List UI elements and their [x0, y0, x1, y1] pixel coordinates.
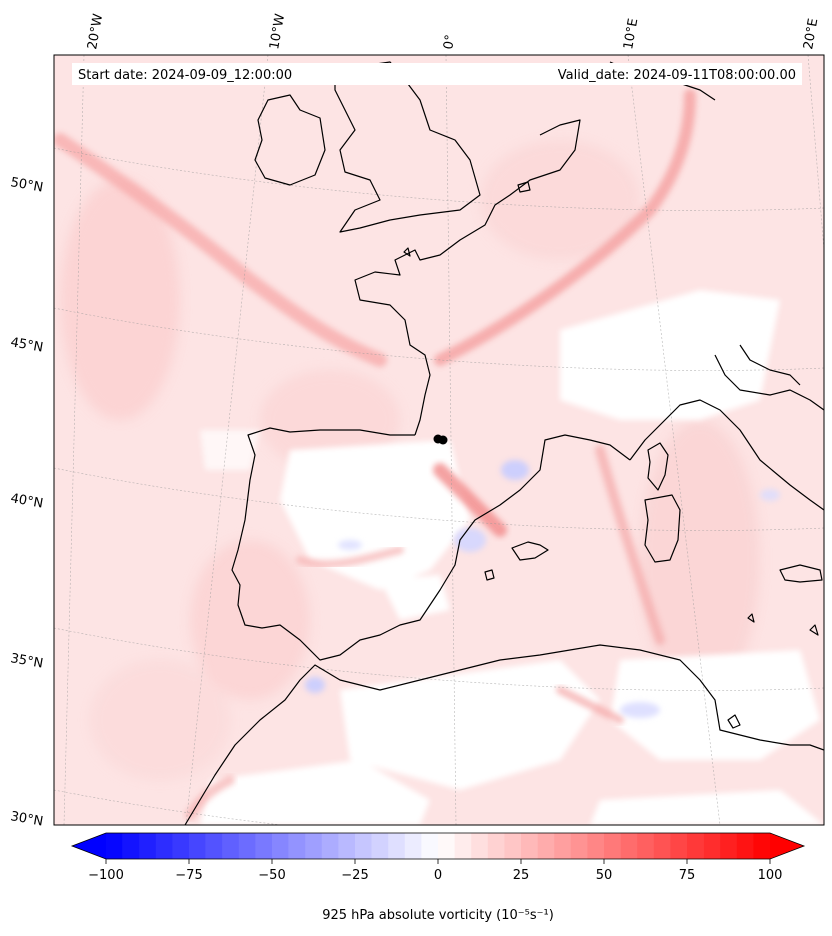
colorbar-ticks: −100 −75 −50 −25 0 25 50 75 100: [88, 859, 782, 883]
lat-label-30n: 30°N: [9, 809, 44, 829]
colorbar-cell: [404, 833, 422, 859]
coastlines: [184, 61, 824, 825]
colorbar-cell: [155, 833, 173, 859]
colorbar-cell: [321, 833, 339, 859]
vorticity-bands: [54, 89, 696, 820]
colorbar-cell: [504, 833, 522, 859]
lat-label-40n: 40°N: [9, 491, 44, 511]
longitude-labels: 20°W 10°W 0° 10°E 20°E: [85, 13, 821, 51]
colorbar-cell: [637, 833, 655, 859]
colorbar-cell: [653, 833, 671, 859]
start-date-label: Start date: 2024-09-09_12:00:00: [78, 68, 292, 83]
colorbar-cell: [305, 833, 323, 859]
colorbar: −100 −75 −50 −25 0 25 50 75 100 925 hPa absolute…: [70, 832, 806, 923]
colorbar-cell: [388, 833, 406, 859]
colorbar-cell: [172, 833, 190, 859]
latitude-labels: 50°N 45°N 40°N 35°N 30°N: [9, 175, 44, 829]
colorbar-cell: [471, 833, 489, 859]
lon-label-10e: 10°E: [621, 17, 641, 50]
lon-label-10w: 10°W: [267, 13, 288, 51]
colorbar-cell: [620, 833, 638, 859]
map-panel: Start date: 2024-09-09_12:00:00 Valid_da…: [54, 55, 824, 825]
colorbar-cell: [338, 833, 356, 859]
valid-date-label: Valid_date: 2024-09-11T08:00:00.00: [558, 68, 796, 83]
colorbar-cell: [604, 833, 621, 859]
header-band: [72, 63, 802, 85]
colorbar-tick-label: 75: [679, 868, 696, 883]
graticule: [54, 55, 824, 825]
colorbar-cell: [238, 833, 256, 859]
vorticity-field-variations: [60, 140, 760, 780]
colorbar-cell: [537, 833, 555, 859]
colorbar-cell: [355, 833, 372, 859]
location-markers: [433, 434, 448, 445]
colorbar-extend-low: [72, 833, 106, 859]
colorbar-cell: [753, 833, 771, 859]
map-frame: [53, 54, 825, 826]
colorbar-cell: [106, 833, 123, 859]
colorbar-cell: [189, 833, 206, 859]
lon-label-20e: 20°E: [801, 17, 821, 50]
lat-label-45n: 45°N: [9, 335, 44, 355]
colorbar-cells: [106, 833, 771, 859]
colorbar-tick-label: 25: [513, 868, 530, 883]
colorbar-cell: [554, 833, 572, 859]
colorbar-cell: [587, 833, 605, 859]
colorbar-tick-label: −25: [341, 868, 368, 883]
colorbar-label: 925 hPa absolute vorticity (10⁻⁵s⁻¹): [322, 908, 554, 923]
colorbar-cell: [487, 833, 505, 859]
colorbar-cell: [255, 833, 273, 859]
colorbar-cell: [222, 833, 240, 859]
colorbar-cell: [570, 833, 588, 859]
colorbar-cell: [454, 833, 472, 859]
low-vorticity-regions: [200, 290, 824, 825]
colorbar-cell: [670, 833, 688, 859]
colorbar-cell: [205, 833, 223, 859]
colorbar-cell: [139, 833, 157, 859]
colorbar-cell: [703, 833, 721, 859]
colorbar-tick-label: 0: [434, 868, 442, 883]
colorbar-cell: [272, 833, 289, 859]
colorbar-cell: [421, 833, 439, 859]
lat-label-50n: 50°N: [9, 175, 44, 195]
colorbar-tick-label: 100: [758, 868, 783, 883]
lat-label-35n: 35°N: [9, 651, 44, 671]
colorbar-cell: [371, 833, 389, 859]
colorbar-tick-label: −100: [88, 868, 124, 883]
colorbar-tick-label: 50: [596, 868, 613, 883]
colorbar-cell: [736, 833, 754, 859]
colorbar-cell: [122, 833, 140, 859]
colorbar-cell: [521, 833, 538, 859]
marker-dot: [438, 435, 448, 445]
negative-vorticity-patches: [305, 460, 780, 718]
colorbar-cell: [720, 833, 738, 859]
colorbar-cell: [687, 833, 704, 859]
colorbar-cell: [288, 833, 306, 859]
lon-label-20w: 20°W: [85, 13, 106, 51]
lon-label-0: 0°: [441, 34, 458, 51]
colorbar-extend-high: [770, 833, 804, 859]
colorbar-cell: [438, 833, 455, 859]
colorbar-tick-label: −75: [175, 868, 202, 883]
colorbar-tick-label: −50: [258, 868, 285, 883]
